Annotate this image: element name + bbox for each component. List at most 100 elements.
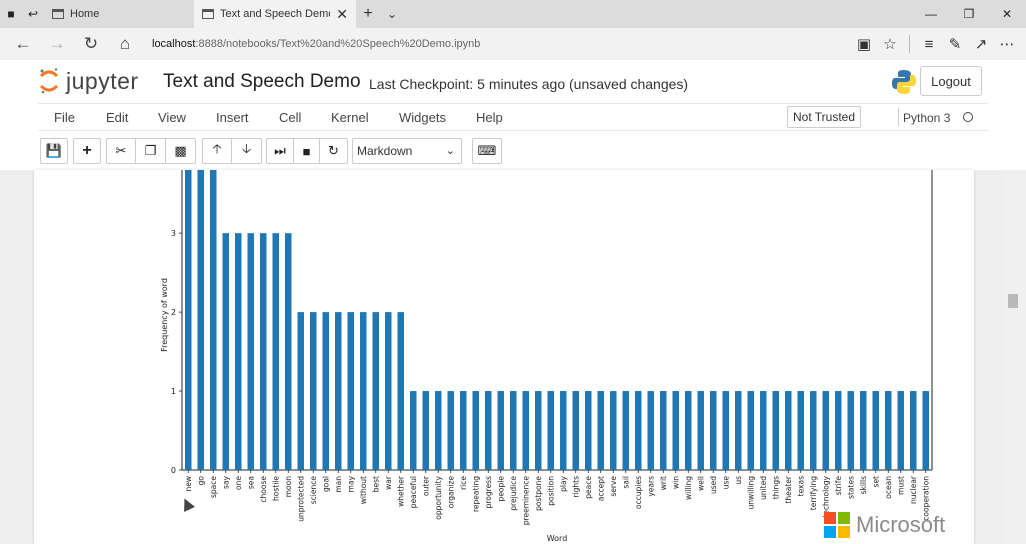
python-logo-icon [892,70,916,94]
menu-help[interactable]: Help [476,110,503,125]
x-tick-label: strife [834,476,843,496]
x-tick-label: peace [584,476,593,499]
interrupt-kernel-icon[interactable]: ■ [294,138,320,164]
menu-view[interactable]: View [158,110,186,125]
tab-text-and-speech-demo[interactable]: Text and Speech Demo ✕ [194,0,356,28]
bar-opportunity [435,391,442,470]
x-tick-label: unwilling [746,476,755,510]
favorite-star-icon[interactable]: ☆ [883,36,897,53]
share-icon[interactable]: ↗ [974,36,988,53]
menu-widgets[interactable]: Widgets [399,110,446,125]
new-tab-icon[interactable]: + [363,5,373,22]
logout-button[interactable]: Logout [920,66,982,96]
pen-icon[interactable]: ✎ [948,36,962,53]
jupyter-logo-icon[interactable] [38,67,60,95]
bar-progress [485,391,492,470]
x-tick-label: choose [259,476,268,503]
bar-best [372,312,379,470]
x-tick-label: new [184,476,193,492]
bar-repeating [472,391,479,470]
bar-hostile [272,233,279,470]
x-tick-label: may [346,475,355,492]
x-tick-label: goal [321,476,330,492]
bar-prejudice [510,391,517,470]
arrow-right-icon[interactable]: → [48,34,66,53]
command-palette-icon[interactable]: ⌨ [472,138,502,164]
bar-moon [285,233,292,470]
x-tick-label: say [221,475,230,489]
bar-unprotected [297,312,304,470]
x-tick-label: occupies [634,476,643,509]
x-tick-label: opportunity [434,475,443,519]
insert-cell-icon[interactable]: + [73,138,101,164]
menu-insert[interactable]: Insert [216,110,249,125]
menu-kernel[interactable]: Kernel [331,110,369,125]
menu-file[interactable]: File [54,110,75,125]
x-tick-label: prejudice [509,476,518,511]
bar-states [847,391,854,470]
menu-edit[interactable]: Edit [106,110,129,125]
jupyter-brand[interactable]: jupyter [66,68,139,94]
minimize-icon[interactable]: — [925,7,937,21]
run-cell-icon[interactable]: ⏭ [266,138,294,164]
browser-tab-strip: ■ ↩ Home Text and Speech Demo ✕ + ⌄ — ❐ … [0,0,1026,28]
home-icon[interactable]: ⌂ [119,34,131,53]
tab-home[interactable]: Home [44,0,194,28]
cell-type-select[interactable]: Markdown ⌄ [352,138,462,164]
paste-icon[interactable]: ▩ [166,138,196,164]
microsoft-logo-icon [824,512,850,538]
x-tick-label: one [234,476,243,490]
restart-kernel-icon[interactable]: ↻ [320,138,348,164]
menu-cell[interactable]: Cell [279,110,302,125]
url-field[interactable]: localhost:8888/notebooks/Text%20and%20Sp… [152,38,792,50]
x-tick-label: go [196,476,205,486]
bar-go [197,170,204,470]
tab-restore-icon[interactable]: ↩ [27,7,39,21]
scrollbar[interactable] [1006,170,1026,544]
chevron-down-icon[interactable]: ⌄ [386,7,398,21]
not-trusted-button[interactable]: Not Trusted [787,106,861,128]
y-tick-label: 2 [171,308,176,317]
close-window-icon[interactable]: ✕ [1001,7,1013,21]
divider [909,35,910,53]
cut-icon[interactable]: ✂ [106,138,136,164]
move-down-icon[interactable]: 🡣 [232,138,262,164]
x-tick-label: must [896,476,905,495]
bar-strife [835,391,842,470]
x-tick-label: skills [859,476,868,495]
save-icon[interactable]: 💾 [40,138,68,164]
x-tick-label: years [646,476,655,497]
bar-goal [322,312,329,470]
x-tick-label: united [759,476,768,500]
bar-occupies [635,391,642,470]
scrollbar-thumb[interactable] [1008,294,1018,308]
bar-texas [797,391,804,470]
close-tab-icon[interactable]: ✕ [336,5,348,22]
x-tick-label: man [334,476,343,493]
kernel-name[interactable]: Python 3 [903,111,951,125]
bar-theater [785,391,792,470]
bar-choose [260,233,267,470]
bar-postpone [535,391,542,470]
bar-writ [660,391,667,470]
restore-window-icon[interactable]: ❐ [963,7,975,21]
bar-war [385,312,392,470]
move-up-icon[interactable]: 🡡 [202,138,232,164]
url-host: localhost [152,38,196,50]
copy-icon[interactable]: ❐ [136,138,166,164]
notebook-title[interactable]: Text and Speech Demo [163,71,361,92]
reload-icon[interactable]: ↻ [83,34,99,53]
x-tick-label: peaceful [409,476,418,508]
x-tick-label: use [721,476,730,490]
x-tick-label: writ [659,476,668,490]
divider [898,108,899,126]
bar-whether [397,312,404,470]
hub-icon[interactable]: ≡ [924,35,934,53]
reading-view-icon[interactable]: ▣ [856,36,872,53]
bar-us [735,391,742,470]
more-icon[interactable]: ⋯ [999,36,1015,53]
tab-set-aside-icon[interactable]: ■ [7,7,15,21]
bar-use [722,391,729,470]
bar-years [647,391,654,470]
arrow-left-icon[interactable]: ← [14,34,32,53]
